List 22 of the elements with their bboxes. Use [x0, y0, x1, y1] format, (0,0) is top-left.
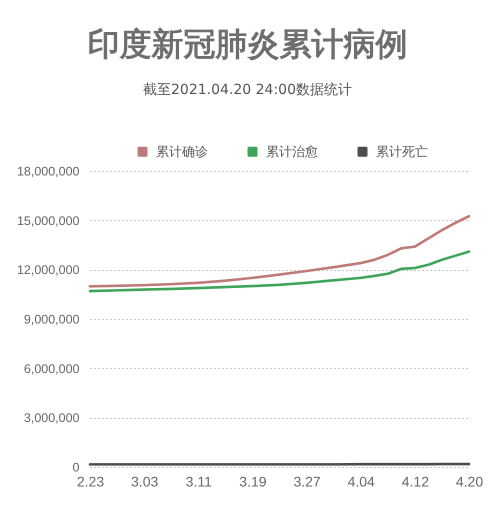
y-tick-label: 3,000,000	[24, 411, 80, 426]
x-tick-label: 3.27	[293, 474, 321, 490]
x-tick-label: 3.11	[186, 474, 212, 490]
chart-title: 印度新冠肺炎累计病例	[88, 25, 408, 63]
x-tick-label: 3.03	[131, 474, 158, 490]
y-tick-label: 12,000,000	[16, 263, 80, 278]
y-tick-label: 9,000,000	[24, 312, 80, 326]
y-tick-label: 6,000,000	[24, 362, 80, 376]
y-tick-label: 18,000,000	[16, 164, 80, 178]
x-tick-label: 3.19	[239, 474, 267, 490]
legend-label: 累计治愈	[266, 144, 318, 160]
chart-subtitle: 截至2021.04.20 24:00数据统计	[143, 82, 352, 98]
y-tick-label: 15,000,000	[16, 214, 80, 228]
x-tick-label: 4.20	[456, 474, 484, 490]
x-tick-label: 4.12	[402, 474, 430, 490]
x-tick-label: 4.04	[348, 474, 376, 490]
y-tick-label: 0	[72, 460, 80, 474]
x-tick-label: 2.23	[76, 474, 104, 490]
legend-label: 累计确诊	[156, 144, 208, 160]
legend-label: 累计死亡	[376, 144, 428, 160]
line-series	[88, 250, 470, 292]
line-series	[88, 214, 470, 288]
